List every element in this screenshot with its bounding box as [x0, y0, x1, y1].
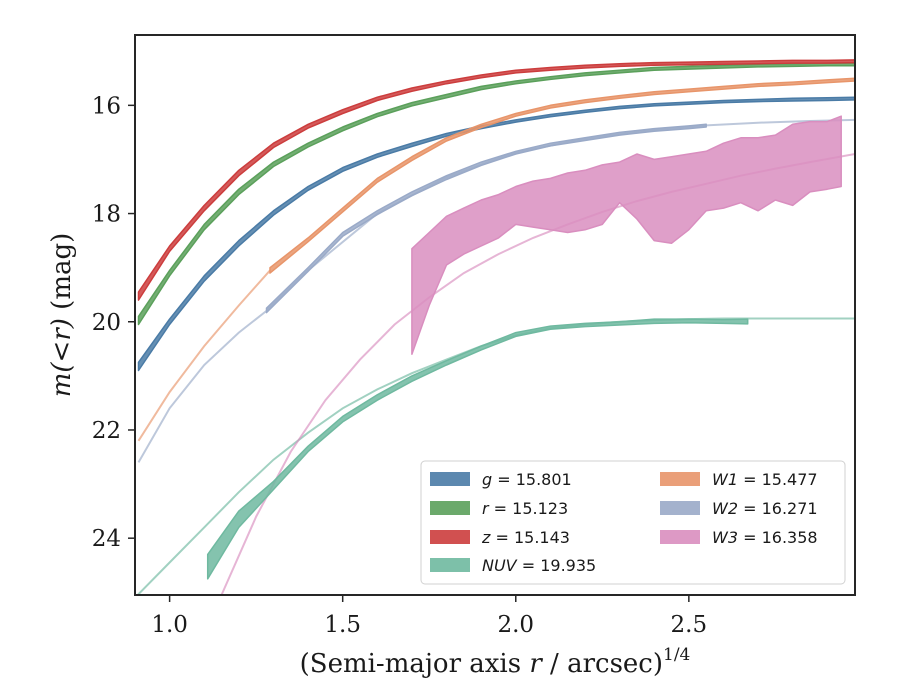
band-W3 — [411, 115, 842, 355]
x-tick-label: 2.5 — [671, 612, 708, 638]
x-axis-ticks: 1.0 1.5 2.0 2.5 — [151, 595, 707, 638]
plot-frame — [134, 34, 856, 596]
y-axis-ticks: 16 18 20 22 24 — [92, 93, 135, 552]
x-tick-label: 2.0 — [497, 612, 534, 638]
legend-swatch-g — [430, 472, 470, 486]
y-tick-label: 18 — [92, 202, 121, 228]
legend-label-W3: W3 = 16.358 — [712, 528, 818, 547]
legend-label-NUV: NUV = 19.935 — [482, 556, 596, 575]
band-NUV — [206, 318, 749, 580]
legend-swatch-z — [430, 530, 470, 544]
y-tick-label: 24 — [92, 526, 121, 552]
x-tick-label: 1.5 — [324, 612, 361, 638]
legend: g = 15.801 r = 15.123 z = 15.143 NUV = 19.9… — [420, 460, 846, 585]
legend-label-W2: W2 = 16.271 — [712, 499, 818, 518]
legend-label-W1: W1 = 15.477 — [712, 470, 818, 489]
legend-box — [420, 460, 846, 585]
y-tick-label: 22 — [92, 418, 121, 444]
x-tick-label: 1.0 — [151, 612, 188, 638]
band-r — [137, 62, 855, 326]
band-W2 — [265, 123, 707, 314]
legend-label-r: r = 15.123 — [482, 499, 568, 518]
series-bands — [136, 59, 855, 595]
legend-swatch-NUV — [430, 558, 470, 572]
legend-swatch-r — [430, 501, 470, 515]
y-tick-label: 16 — [92, 93, 121, 119]
legend-label-z: z = 15.143 — [481, 528, 570, 547]
legend-swatch-W3 — [660, 530, 700, 544]
legend-swatch-W2 — [660, 501, 700, 515]
band-g — [137, 96, 855, 372]
legend-label-g: g = 15.801 — [482, 470, 572, 489]
model-curve-W1 — [137, 269, 271, 442]
y-tick-label: 20 — [92, 310, 121, 336]
band-z — [137, 59, 855, 301]
x-axis-label: (Semi-major axis r / arcsec)1/4 — [300, 645, 691, 679]
y-axis-label: m(<r) (mag) — [47, 233, 77, 398]
legend-swatch-W1 — [660, 472, 700, 486]
band-W1 — [269, 77, 855, 274]
